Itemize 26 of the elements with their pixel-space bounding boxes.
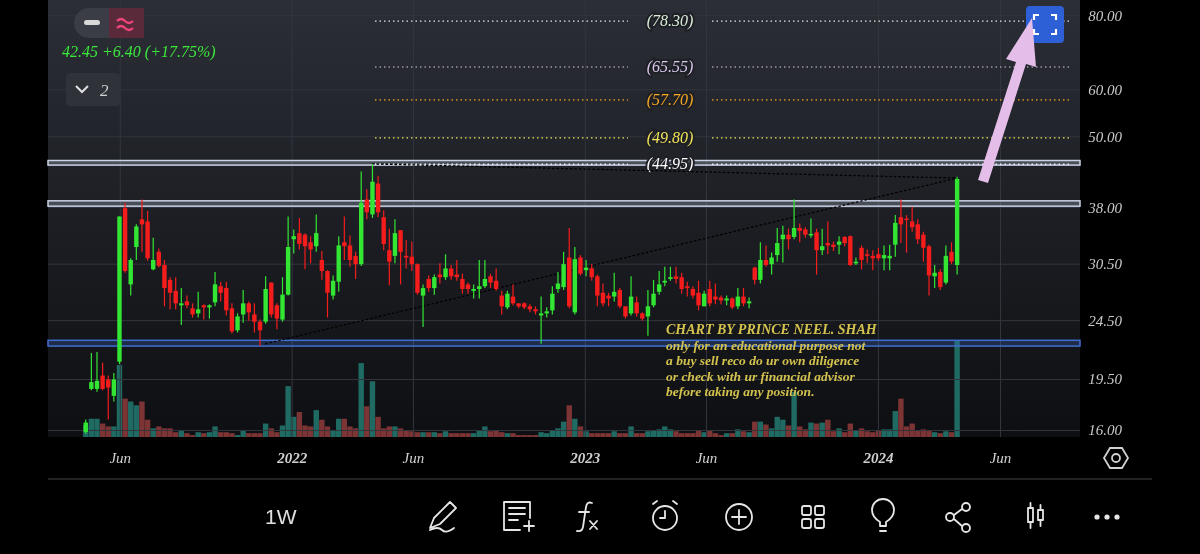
y-tick-label: 19.50 — [1088, 371, 1123, 388]
ref-line-label: (49.80) — [646, 128, 694, 147]
y-tick-label: 30.50 — [1087, 256, 1123, 273]
x-tick-label: 2024 — [862, 450, 894, 466]
y-tick-label: 16.00 — [1088, 422, 1123, 439]
x-tick-label: 2022 — [276, 450, 308, 466]
annotation: or check with ur financial advisor — [666, 368, 856, 384]
x-tick-label: Jun — [402, 450, 425, 466]
ref-line-label: (65.55) — [646, 57, 694, 76]
x-tick-label: 2023 — [569, 450, 601, 466]
annotation: a buy sell reco do ur own diligence — [666, 353, 860, 368]
text: 1W — [265, 505, 297, 528]
y-tick-label: 24.50 — [1088, 312, 1123, 329]
annotation: 42.45 +6.40 (+17.75%) — [62, 43, 216, 61]
x-tick-label: Jun — [989, 450, 1012, 466]
x-tick-label: Jun — [695, 450, 718, 466]
ref-line-label: (57.70) — [646, 90, 694, 109]
annotation: CHART BY PRINCE NEEL. SHAH — [666, 322, 878, 337]
ref-line-label: (78.30) — [646, 12, 694, 31]
y-tick-label: 60.00 — [1088, 81, 1123, 98]
annotation: 2 — [100, 81, 109, 100]
y-tick-label: 50.00 — [1088, 128, 1123, 145]
y-tick-label: 80.00 — [1088, 7, 1123, 24]
x-tick-label: Jun — [109, 450, 132, 466]
y-tick-label: 38.00 — [1087, 199, 1123, 216]
annotation: before taking any position. — [666, 384, 815, 399]
